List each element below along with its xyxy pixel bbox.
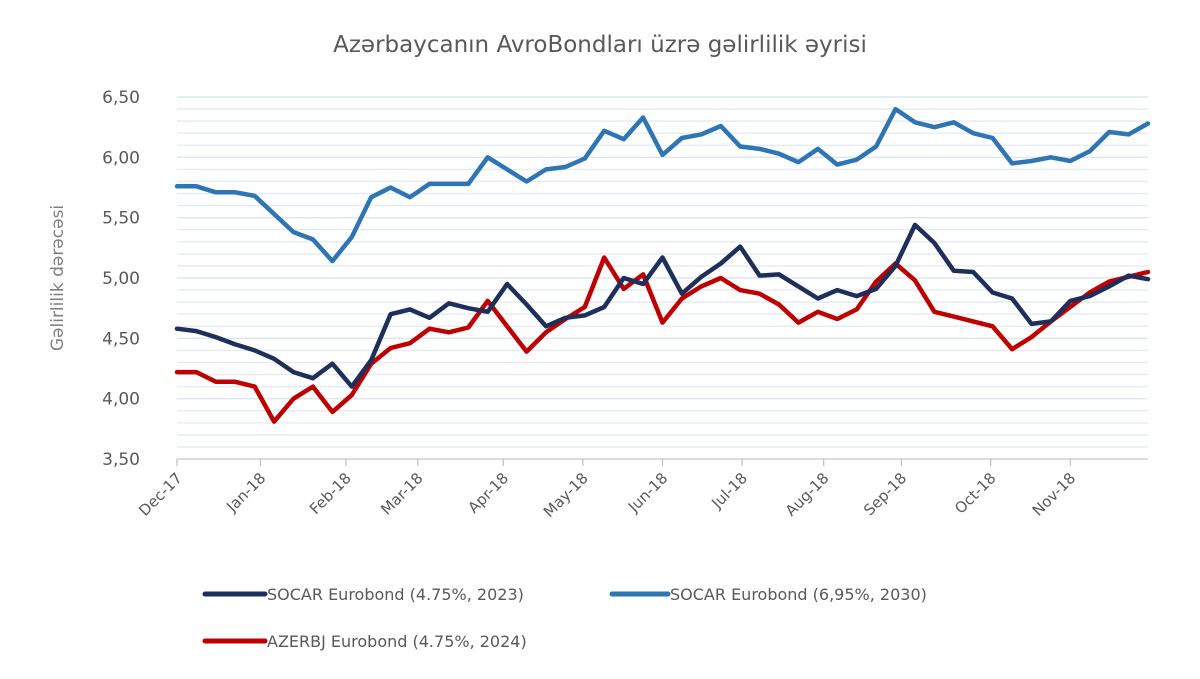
x-tick-label: Dec-17	[135, 469, 186, 520]
y-axis-label: Gəlirlilik dərəcəsi	[48, 205, 68, 351]
x-tick-label: Oct-18	[951, 469, 999, 517]
legend-item-socar-2030[interactable]: SOCAR Eurobond (6,95%, 2030)	[609, 585, 927, 604]
legend-item-socar-2023[interactable]: SOCAR Eurobond (4.75%, 2023)	[202, 585, 524, 604]
x-tick-label: Aug-18	[782, 469, 833, 520]
legend-label-azerbj-2024: AZERBJ Eurobond (4.75%, 2024)	[267, 632, 527, 651]
y-tick-label: 4,00	[102, 390, 140, 410]
series-line-1	[174, 106, 1151, 264]
x-tick-label: Jun-18	[624, 469, 671, 516]
y-tick-label: 6,00	[102, 148, 140, 168]
y-tick-label: 6,50	[102, 88, 140, 108]
legend-label-socar-2023: SOCAR Eurobond (4.75%, 2023)	[267, 585, 524, 604]
chart-title: Azərbaycanın AvroBondları üzrə gəlirlili…	[333, 32, 867, 58]
x-tick-label: Sep-18	[860, 469, 910, 519]
y-tick-label: 5,00	[102, 269, 140, 289]
x-tick-label: Jul-18	[707, 469, 751, 513]
x-tick-label: Apr-18	[464, 469, 512, 517]
legend-label-socar-2030: SOCAR Eurobond (6,95%, 2030)	[670, 585, 927, 604]
series-line-0	[174, 222, 1151, 389]
x-tick-label: May-18	[540, 469, 592, 521]
x-tick-label: Feb-18	[306, 469, 355, 518]
gridlines	[177, 96, 1148, 460]
series-line-2	[174, 255, 1151, 424]
y-tick-label: 3,50	[102, 450, 140, 470]
x-tick-label: Mar-18	[377, 469, 426, 518]
x-tick-label: Jan-18	[222, 469, 269, 516]
x-tick-label: Nov-18	[1029, 469, 1079, 519]
y-axis-ticks: 3,50 4,00 4,50 5,00 5,50 6,00 6,50	[102, 88, 140, 470]
y-tick-label: 5,50	[102, 209, 140, 229]
series-lines	[174, 106, 1151, 424]
y-tick-label: 4,50	[102, 329, 140, 349]
legend-item-azerbj-2024[interactable]: AZERBJ Eurobond (4.75%, 2024)	[202, 632, 527, 651]
legend: SOCAR Eurobond (4.75%, 2023) SOCAR Eurob…	[202, 585, 927, 651]
x-axis: Dec-17 Jan-18 Feb-18 Mar-18 Apr-18 May-18 Jun-…	[135, 459, 1079, 521]
